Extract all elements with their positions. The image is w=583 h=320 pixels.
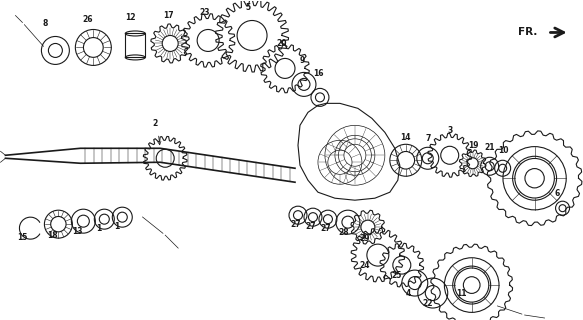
Text: 17: 17 xyxy=(163,12,174,20)
Text: FR.: FR. xyxy=(518,28,537,37)
Text: 11: 11 xyxy=(456,289,467,298)
Text: 3: 3 xyxy=(447,126,452,135)
Text: 20: 20 xyxy=(277,39,287,48)
Text: 27: 27 xyxy=(291,220,301,229)
Text: 9: 9 xyxy=(299,56,304,65)
Text: 12: 12 xyxy=(125,13,135,22)
Text: 28: 28 xyxy=(339,228,349,237)
Text: 16: 16 xyxy=(312,69,323,78)
Text: 19: 19 xyxy=(469,141,479,150)
Text: 4: 4 xyxy=(406,289,412,298)
Text: 27: 27 xyxy=(305,222,317,231)
Text: 8: 8 xyxy=(43,20,48,28)
Text: 24: 24 xyxy=(360,261,370,270)
Text: 22: 22 xyxy=(423,299,433,308)
Text: 1: 1 xyxy=(96,224,101,233)
Text: 18: 18 xyxy=(47,231,58,240)
Text: 27: 27 xyxy=(321,224,331,233)
Text: 7: 7 xyxy=(425,134,430,143)
Text: 14: 14 xyxy=(401,133,411,142)
Text: 2: 2 xyxy=(153,119,158,128)
Text: 5: 5 xyxy=(245,3,251,12)
Text: 26: 26 xyxy=(82,15,93,25)
Text: 1: 1 xyxy=(114,222,119,231)
Text: 10: 10 xyxy=(498,146,509,155)
Text: 21: 21 xyxy=(484,143,495,152)
Text: 29: 29 xyxy=(360,234,370,243)
Text: 6: 6 xyxy=(555,189,560,198)
Text: 23: 23 xyxy=(199,7,209,17)
Text: 25: 25 xyxy=(392,271,402,280)
Text: 15: 15 xyxy=(17,233,27,242)
Text: 13: 13 xyxy=(72,227,83,236)
